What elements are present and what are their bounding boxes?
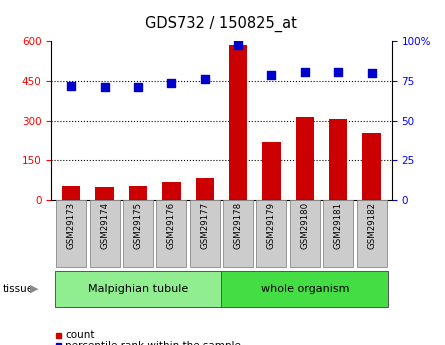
Text: GSM29175: GSM29175 xyxy=(134,202,142,249)
FancyBboxPatch shape xyxy=(256,200,287,267)
FancyBboxPatch shape xyxy=(356,200,387,267)
Text: GSM29177: GSM29177 xyxy=(200,202,209,249)
Bar xyxy=(295,117,314,200)
Point xyxy=(168,80,175,86)
Text: Malpighian tubule: Malpighian tubule xyxy=(88,284,188,294)
Point xyxy=(68,83,75,89)
Bar xyxy=(362,132,381,200)
FancyBboxPatch shape xyxy=(290,200,320,267)
Point xyxy=(335,69,342,74)
Text: GSM29180: GSM29180 xyxy=(300,202,309,249)
Point xyxy=(235,42,242,47)
FancyBboxPatch shape xyxy=(156,200,186,267)
FancyBboxPatch shape xyxy=(123,200,153,267)
Text: ▶: ▶ xyxy=(30,284,39,294)
Text: percentile rank within the sample: percentile rank within the sample xyxy=(65,341,241,345)
FancyBboxPatch shape xyxy=(323,200,353,267)
Bar xyxy=(195,178,214,200)
Text: count: count xyxy=(65,331,95,340)
FancyBboxPatch shape xyxy=(223,200,253,267)
Text: GSM29176: GSM29176 xyxy=(167,202,176,249)
Point xyxy=(134,85,142,90)
Bar xyxy=(129,186,147,200)
Bar xyxy=(162,181,181,200)
Bar xyxy=(329,119,348,200)
Text: GDS732 / 150825_at: GDS732 / 150825_at xyxy=(146,16,297,32)
FancyBboxPatch shape xyxy=(190,200,220,267)
FancyBboxPatch shape xyxy=(55,271,222,307)
Text: GSM29181: GSM29181 xyxy=(334,202,343,249)
Bar xyxy=(229,45,247,200)
Point xyxy=(201,77,208,82)
Point xyxy=(268,72,275,78)
Bar xyxy=(262,142,281,200)
Point xyxy=(101,85,108,90)
FancyBboxPatch shape xyxy=(89,200,120,267)
Bar xyxy=(62,186,81,200)
Bar xyxy=(95,187,114,200)
Text: GSM29179: GSM29179 xyxy=(267,202,276,249)
FancyBboxPatch shape xyxy=(56,200,86,267)
Point xyxy=(368,70,375,76)
Text: GSM29182: GSM29182 xyxy=(367,202,376,249)
Text: GSM29178: GSM29178 xyxy=(234,202,243,249)
Text: tissue: tissue xyxy=(2,284,33,294)
FancyBboxPatch shape xyxy=(222,271,388,307)
Point xyxy=(301,69,308,74)
Text: GSM29173: GSM29173 xyxy=(67,202,76,249)
Text: GSM29174: GSM29174 xyxy=(100,202,109,249)
Text: whole organism: whole organism xyxy=(261,284,349,294)
